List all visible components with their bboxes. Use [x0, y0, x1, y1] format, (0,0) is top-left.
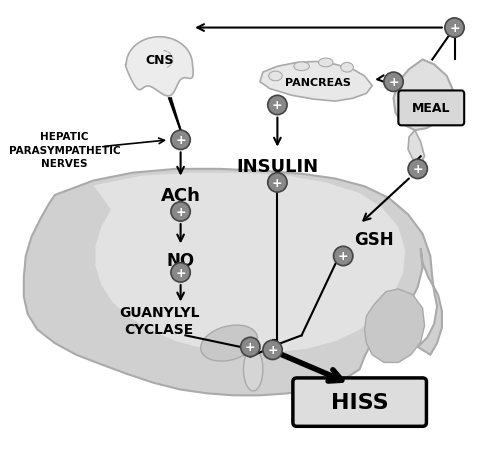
Circle shape: [171, 131, 190, 150]
Text: +: +: [388, 76, 399, 89]
Circle shape: [240, 337, 260, 357]
Text: PANCREAS: PANCREAS: [285, 78, 351, 87]
Circle shape: [171, 263, 190, 282]
Circle shape: [334, 247, 353, 266]
Text: HISS: HISS: [331, 392, 388, 412]
FancyBboxPatch shape: [398, 91, 464, 126]
Circle shape: [268, 96, 287, 115]
Text: +: +: [245, 341, 256, 354]
Circle shape: [408, 160, 428, 179]
Ellipse shape: [244, 348, 263, 391]
Text: +: +: [412, 163, 423, 176]
Polygon shape: [364, 289, 424, 363]
Text: ACh: ACh: [160, 187, 200, 205]
Polygon shape: [408, 131, 424, 164]
Text: HEPATIC
PARASYMPATHETIC
NERVES: HEPATIC PARASYMPATHETIC NERVES: [8, 132, 120, 168]
Circle shape: [268, 173, 287, 193]
Text: MEAL: MEAL: [412, 102, 451, 115]
Text: INSULIN: INSULIN: [236, 157, 318, 175]
Polygon shape: [394, 60, 454, 131]
Text: GUANYLYL
CYCLASE: GUANYLYL CYCLASE: [119, 305, 200, 337]
Text: NO: NO: [166, 251, 194, 269]
Text: +: +: [176, 206, 186, 218]
Text: +: +: [176, 267, 186, 279]
Text: +: +: [272, 176, 282, 189]
Ellipse shape: [268, 72, 282, 82]
Polygon shape: [24, 170, 442, 396]
Text: CNS: CNS: [145, 54, 174, 67]
Text: +: +: [449, 22, 460, 35]
Polygon shape: [126, 38, 193, 97]
Polygon shape: [260, 62, 372, 102]
Circle shape: [263, 341, 282, 360]
Polygon shape: [94, 173, 405, 353]
Ellipse shape: [341, 63, 353, 73]
Ellipse shape: [318, 59, 333, 68]
Text: +: +: [338, 250, 348, 263]
Ellipse shape: [294, 63, 310, 71]
FancyBboxPatch shape: [293, 378, 426, 426]
Ellipse shape: [200, 325, 258, 361]
Text: +: +: [272, 99, 282, 112]
Text: +: +: [176, 134, 186, 147]
Text: GSH: GSH: [354, 230, 394, 248]
Text: +: +: [267, 344, 278, 357]
Circle shape: [171, 202, 190, 221]
Circle shape: [384, 73, 403, 92]
Circle shape: [445, 19, 464, 38]
